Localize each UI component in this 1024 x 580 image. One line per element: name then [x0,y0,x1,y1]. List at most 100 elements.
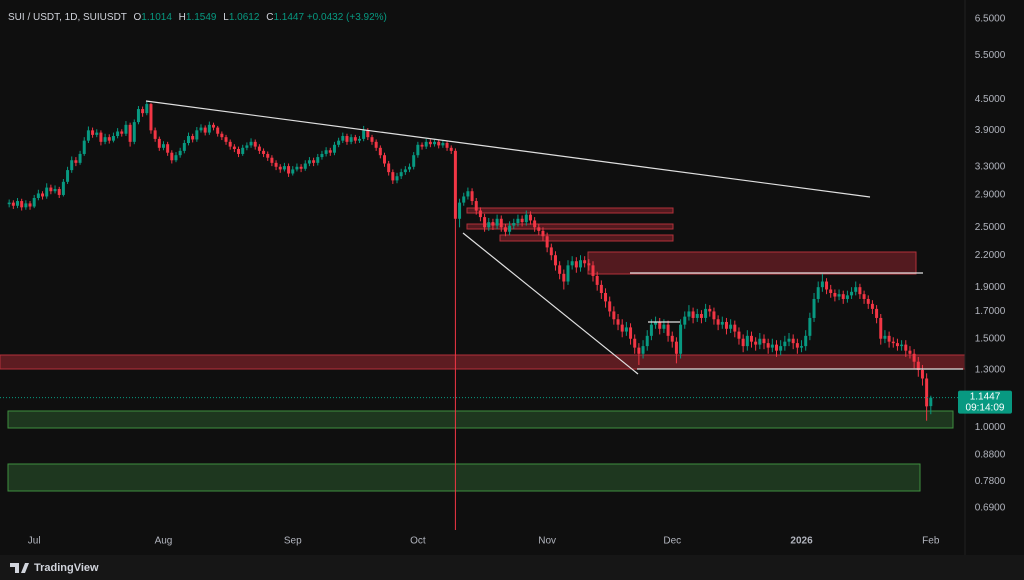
candle-body [170,152,174,161]
candle-body [357,138,361,141]
candle-body [762,338,766,344]
candle-body [32,197,36,207]
candle-body [758,338,762,345]
y-tick-label: 2.5000 [975,222,1006,233]
candle-body [720,321,724,325]
candle-body [662,324,666,329]
candle-body [503,227,507,232]
candle-body [916,361,920,370]
candle-body [453,150,457,219]
ohlc-value: 1.1549 [185,12,217,23]
candle-body [558,265,562,274]
candle-body [624,327,628,332]
candle-body [91,130,95,135]
candle-body [203,127,207,133]
candle-body [103,137,107,142]
candle-body [337,140,341,145]
candle-body [253,141,257,147]
y-tick-label: 3.9000 [975,125,1006,136]
candle-body [307,160,311,164]
candle-body [583,260,587,264]
footer: TradingView [0,555,1024,580]
candle-body [787,338,791,342]
candle-body [224,137,228,142]
y-tick-label: 1.9000 [975,282,1006,293]
background [0,0,1024,555]
y-tick-label: 3.3000 [975,161,1006,172]
candle-body [837,294,841,297]
candle-body [712,311,716,320]
candle-body [595,275,599,285]
candle-body [566,265,570,282]
candle-body [608,301,612,312]
candle-body [257,146,261,151]
candle-body [645,335,649,347]
candle-body [516,218,520,224]
candle-body [466,191,470,197]
candle-body [449,147,453,151]
candle-body [883,335,887,339]
ohlc-value: 1.1014 [141,12,172,23]
candle-body [270,157,274,163]
candle-body [795,343,799,348]
candle-body [729,324,733,329]
candle-body [128,124,132,142]
change-value: +0.0432 (+3.92%) [306,12,387,23]
candle-body [387,163,391,173]
candle-body [854,287,858,292]
y-tick-label: 1.3000 [975,365,1006,376]
y-tick-label: 2.2000 [975,250,1006,261]
candle-body [483,217,487,228]
candle-body [174,155,178,161]
candle-body [524,214,528,223]
candle-body [212,124,216,128]
candle-body [633,338,637,348]
candle-body [320,153,324,158]
candle-body [241,147,245,154]
candle-body [770,344,774,348]
candle-body [41,193,45,197]
candle-body [20,201,24,208]
candle-body [724,321,728,329]
candle-body [220,133,224,138]
candle-body [587,263,591,266]
candle-body [349,137,353,142]
candle-body [433,141,437,145]
candle-body [107,137,111,141]
brand: TradingView [10,562,99,574]
candle-body [637,347,641,354]
candle-body [562,273,566,282]
candle-body [391,172,395,181]
candle-body [28,203,32,207]
candle-body [708,308,712,312]
candle-body [216,127,220,134]
supply-zone [587,251,917,275]
candle-body [895,343,899,347]
candle-body [116,131,120,137]
candle-body [574,261,578,268]
candle-body [182,143,186,151]
candle-body [412,155,416,167]
candle-body [57,189,61,195]
candle-body [912,353,916,362]
trend-line [462,232,639,375]
candle-body [303,163,307,169]
candle-body [820,281,824,288]
candle-body [754,341,758,345]
candle-body [704,308,708,318]
candle-body [866,298,870,304]
supply-zone [499,234,674,242]
candle-body [120,131,124,134]
candle-body [533,220,537,228]
x-tick-label: 2026 [790,536,813,547]
candle-body [370,137,374,142]
candle-body [66,170,70,182]
candle-body [649,324,653,336]
y-tick-label: 0.6900 [975,503,1006,514]
resistance-zone [0,354,965,370]
ohlc-value: 1.0612 [228,12,260,23]
candle-body [295,166,299,170]
drawings [145,100,963,375]
candle-body [783,341,787,347]
candle-body [570,261,574,266]
